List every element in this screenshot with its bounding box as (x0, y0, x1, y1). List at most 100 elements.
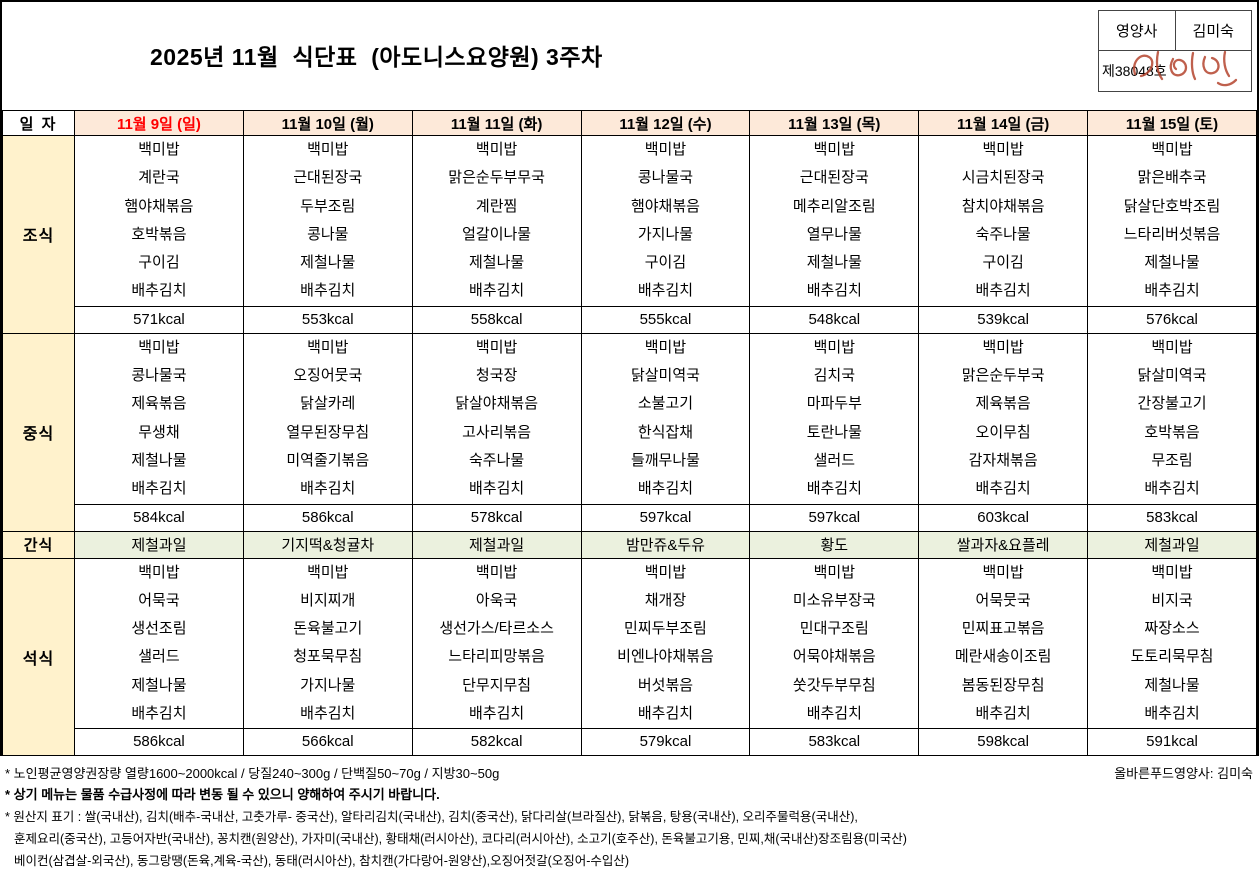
kcal-value: 598kcal (919, 728, 1088, 755)
menu-item: 콩나물국 (131, 367, 187, 385)
meal-table: 일 자 11월 9일 (일) 11월 10일 (월) 11월 11일 (화) 11월 1… (2, 110, 1257, 757)
menu-item: 백미밥 (307, 563, 349, 581)
footer-line-1: * 노인평균영양권장량 열량1600~2000kcal / 당질240~300g… (5, 763, 1253, 784)
kcal-value: 578kcal (412, 503, 581, 531)
menu-item: 돈육불고기 (293, 620, 363, 638)
menu-item: 제철나물 (131, 676, 187, 694)
menu-item: 배추김치 (1144, 705, 1200, 723)
menu-item: 백미밥 (1151, 141, 1193, 158)
menu-item: 배추김치 (300, 705, 356, 723)
meal-cell: 백미밥 콩나물국 햄야채볶음 가지나물 구이김 배추김치 555kcal (580, 135, 751, 334)
menu-item: 간장불고기 (1137, 395, 1207, 413)
menu-item: 얼갈이나물 (462, 225, 532, 243)
meal-row-lunch: 중식 백미밥 콩나물국 제육볶음 무생채 제철나물 배추김치 584kcal 백미밥 오징어뭇국 닭… (2, 332, 1257, 532)
menu-item: 비지찌개 (300, 591, 356, 609)
meal-cell: 백미밥 채개장 민찌두부조림 비엔나야채볶음 버섯볶음 배추김치 579kcal (580, 557, 751, 757)
menu-item: 맑은배추국 (1137, 169, 1207, 187)
approval-signer-name: 김미숙 (1174, 11, 1252, 50)
menu-item: 호박볶음 (131, 225, 187, 243)
menu-item: 백미밥 (138, 141, 180, 158)
meal-cell: 백미밥 닭살미역국 소불고기 한식잡채 들깨무나물 배추김치 597kcal (580, 332, 751, 532)
menu-item: 무조림 (1151, 451, 1193, 469)
day-header: 11월 13일 (목) (749, 110, 920, 136)
document-frame: 2025년 11월 식단표 (아도니스요양원) 3주차 영양사 김미숙 제380… (0, 0, 1259, 757)
approval-role-label: 영양사 (1116, 23, 1158, 40)
menu-item: 햄야채볶음 (124, 197, 194, 215)
menu-item: 생선조림 (131, 620, 187, 638)
menu-item: 봄동된장무침 (961, 676, 1045, 694)
menu-item: 메란새송이조림 (954, 648, 1052, 666)
meal-row-dinner: 석식 백미밥 어묵국 생선조림 샐러드 제철나물 배추김치 586kcal 백미밥 비지찌개 돈육불… (2, 557, 1257, 757)
meal-row-breakfast: 조식 백미밥 계란국 햄야채볶음 호박볶음 구이김 배추김치 571kcal 백미밥 근대된장국 두… (2, 135, 1257, 334)
menu-item: 숙주나물 (975, 225, 1031, 243)
meal-cell: 백미밥 맑은배추국 닭살단호박조림 느타리버섯볶음 제철나물 배추김치 576kcal (1087, 135, 1257, 334)
meal-label-snack: 간식 (2, 530, 75, 559)
meal-cell: 백미밥 근대된장국 메추리알조림 열무나물 제철나물 배추김치 548kcal (749, 135, 920, 334)
menu-item: 미역줄기볶음 (286, 451, 370, 469)
menu-item: 닭살단호박조림 (1123, 197, 1221, 215)
footer-notes: * 노인평균영양권장량 열량1600~2000kcal / 당질240~300g… (0, 756, 1259, 872)
meal-cell: 백미밥 맑은순두부국 제육볶음 오이무침 감자채볶음 배추김치 603kcal (918, 332, 1089, 532)
menu-item: 백미밥 (138, 338, 180, 356)
menu-item: 호박볶음 (1144, 423, 1200, 441)
menu-item: 청국장 (475, 367, 518, 385)
menu-item: 느타리피망볶음 (448, 648, 545, 666)
menu-item: 콩나물국 (637, 169, 694, 187)
menu-item: 배추김치 (975, 705, 1031, 723)
kcal-value: 553kcal (243, 305, 412, 333)
menu-item: 배추김치 (975, 282, 1031, 300)
menu-item: 토란나물 (806, 423, 862, 441)
day-header: 11월 10일 (월) (242, 110, 413, 136)
kcal-value: 583kcal (1088, 503, 1256, 531)
kcal-value: 539kcal (919, 305, 1088, 333)
menu-item: 백미밥 (138, 563, 180, 581)
menu-item: 한식잡채 (637, 423, 694, 441)
menu-item: 짜장소스 (1144, 620, 1200, 638)
menu-item: 제철나물 (300, 254, 356, 272)
menu-item: 청포묵무침 (293, 648, 363, 666)
meal-cell: 백미밥 오징어뭇국 닭살카레 열무된장무침 미역줄기볶음 배추김치 586kcal (242, 332, 413, 532)
page-title: 2025년 11월 식단표 (아도니스요양원) 3주차 (150, 44, 603, 70)
kcal-value: 558kcal (412, 305, 581, 333)
menu-item: 미소유부장국 (792, 591, 876, 609)
meal-cell: 백미밥 시금치된장국 참치야채볶음 숙주나물 구이김 배추김치 539kcal (918, 135, 1089, 334)
kcal-value: 586kcal (75, 728, 243, 755)
menu-item: 백미밥 (1151, 338, 1193, 356)
kcal-value: 548kcal (750, 305, 919, 333)
menu-item: 배추김치 (1144, 282, 1200, 300)
menu-item: 숙주나물 (469, 451, 525, 469)
menu-item: 배추김치 (637, 705, 694, 723)
menu-item: 어묵야채볶음 (792, 648, 876, 666)
menu-item: 민대구조림 (799, 620, 869, 638)
meal-cell: 백미밥 맑은순두부무국 계란찜 얼갈이나물 제철나물 배추김치 558kcal (411, 135, 582, 334)
menu-item: 백미밥 (644, 338, 687, 356)
meal-cell: 백미밥 어묵국 생선조림 샐러드 제철나물 배추김치 586kcal (74, 557, 244, 757)
origin-note-1: * 원산지 표기 : 쌀(국내산), 김치(배추-국내산, 고춧가루- 중국산)… (5, 810, 858, 825)
menu-item: 메추리알조림 (792, 197, 876, 215)
menu-item: 민찌표고볶음 (961, 620, 1045, 638)
menu-item: 제철나물 (469, 254, 525, 272)
meal-cell: 백미밥 어묵뭇국 민찌표고볶음 메란새송이조림 봄동된장무침 배추김치 598kcal (918, 557, 1089, 757)
menu-item: 채개장 (644, 591, 687, 609)
menu-item: 배추김치 (469, 480, 525, 498)
date-header-row: 일 자 11월 9일 (일) 11월 10일 (월) 11월 11일 (화) 11월 1… (2, 110, 1257, 136)
meal-cell: 백미밥 닭살미역국 간장불고기 호박볶음 무조림 배추김치 583kcal (1087, 332, 1257, 532)
menu-item: 제철나물 (131, 451, 187, 469)
kcal-value: 584kcal (75, 503, 243, 531)
menu-item: 배추김치 (637, 282, 694, 300)
menu-item: 백미밥 (1151, 563, 1193, 581)
menu-item: 샐러드 (813, 451, 855, 469)
menu-item: 배추김치 (1144, 480, 1200, 498)
menu-item: 도토리묵무침 (1130, 648, 1214, 666)
menu-item: 제철나물 (1144, 254, 1200, 272)
menu-item: 백미밥 (307, 141, 349, 158)
menu-item: 배추김치 (469, 282, 525, 300)
menu-item: 배추김치 (975, 480, 1031, 498)
snack-item: 밤만쥬&두유 (580, 530, 751, 559)
menu-item: 배추김치 (806, 705, 862, 723)
menu-item: 배추김치 (131, 282, 187, 300)
menu-item: 제철나물 (1144, 676, 1200, 694)
menu-item: 계란국 (138, 169, 180, 187)
menu-item: 쑷갓두부무침 (792, 676, 876, 694)
